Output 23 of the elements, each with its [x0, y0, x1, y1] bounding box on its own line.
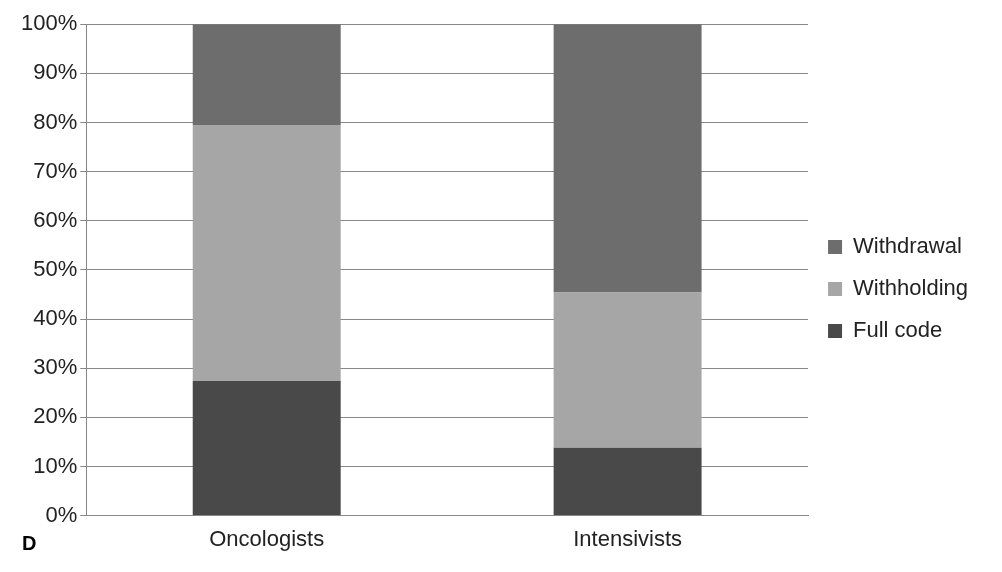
y-tick-label: 70% [33, 157, 78, 183]
legend-label: Withdrawal [853, 233, 962, 259]
y-tick-label: 60% [33, 206, 78, 232]
x-tick-label: Oncologists [209, 525, 325, 551]
legend-label: Full code [853, 317, 943, 343]
y-tick-label: 20% [33, 403, 78, 429]
bar [192, 24, 341, 125]
y-tick-label: 10% [33, 452, 78, 478]
y-tick-label: 50% [33, 255, 78, 281]
x-tick-label: Intensivists [573, 525, 683, 551]
y-tick-label: 30% [33, 354, 78, 380]
y-tick-label: 90% [33, 59, 78, 85]
legend-label: Withholding [853, 275, 968, 301]
y-tick-label: 0% [45, 501, 78, 527]
bar [553, 447, 702, 516]
y-tick-label: 40% [33, 305, 78, 331]
text: D [22, 531, 37, 554]
bar [192, 124, 341, 381]
bar [553, 24, 702, 293]
bar [192, 380, 341, 516]
y-tick-label: 80% [33, 108, 78, 134]
bar [553, 292, 702, 448]
y-tick-label: 100% [20, 10, 78, 36]
